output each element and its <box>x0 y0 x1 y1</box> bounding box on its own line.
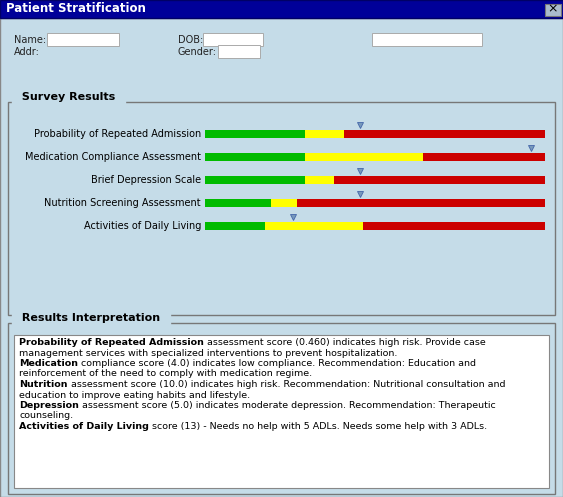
Text: Activities of Daily Living: Activities of Daily Living <box>19 422 149 431</box>
Text: Probability of Repeated Admission: Probability of Repeated Admission <box>34 129 201 139</box>
FancyBboxPatch shape <box>0 0 563 18</box>
FancyBboxPatch shape <box>265 222 363 230</box>
Text: assessment score (0.460) indicates high risk. Provide case: assessment score (0.460) indicates high … <box>204 338 486 347</box>
FancyBboxPatch shape <box>372 33 482 46</box>
FancyBboxPatch shape <box>423 153 545 161</box>
FancyBboxPatch shape <box>205 153 305 161</box>
Text: Medication Compliance Assessment: Medication Compliance Assessment <box>25 152 201 162</box>
Text: Name:: Name: <box>14 35 46 45</box>
Text: ×: × <box>548 2 558 15</box>
FancyBboxPatch shape <box>545 4 561 16</box>
Text: Brief Depression Scale: Brief Depression Scale <box>91 175 201 185</box>
Text: score (13) - Needs no help with 5 ADLs. Needs some help with 3 ADLs.: score (13) - Needs no help with 5 ADLs. … <box>149 422 487 431</box>
FancyBboxPatch shape <box>363 222 545 230</box>
FancyBboxPatch shape <box>305 130 345 138</box>
FancyBboxPatch shape <box>305 176 334 184</box>
Text: Nutrition: Nutrition <box>19 380 68 389</box>
Text: Nutrition Screening Assessment: Nutrition Screening Assessment <box>44 198 201 208</box>
FancyBboxPatch shape <box>203 33 263 46</box>
FancyBboxPatch shape <box>205 176 305 184</box>
Text: counseling.: counseling. <box>19 412 73 420</box>
Text: Probability of Repeated Admission: Probability of Repeated Admission <box>19 338 204 347</box>
Text: Medication: Medication <box>19 359 78 368</box>
Text: Patient Stratification: Patient Stratification <box>6 2 146 15</box>
FancyBboxPatch shape <box>205 130 305 138</box>
Text: management services with specialized interventions to prevent hospitalization.: management services with specialized int… <box>19 348 397 357</box>
Text: education to improve eating habits and lifestyle.: education to improve eating habits and l… <box>19 391 250 400</box>
FancyBboxPatch shape <box>297 199 545 207</box>
Text: Depression: Depression <box>19 401 79 410</box>
Text: Addr:: Addr: <box>14 47 40 57</box>
FancyBboxPatch shape <box>47 33 119 46</box>
Text: compliance score (4.0) indicates low compliance. Recommendation: Education and: compliance score (4.0) indicates low com… <box>78 359 476 368</box>
FancyBboxPatch shape <box>205 199 271 207</box>
FancyBboxPatch shape <box>8 323 555 494</box>
FancyBboxPatch shape <box>305 153 423 161</box>
FancyBboxPatch shape <box>271 199 297 207</box>
Text: Survey Results: Survey Results <box>18 92 119 102</box>
Text: Activities of Daily Living: Activities of Daily Living <box>84 221 201 231</box>
FancyBboxPatch shape <box>8 102 555 315</box>
FancyBboxPatch shape <box>14 335 549 488</box>
FancyBboxPatch shape <box>205 222 265 230</box>
FancyBboxPatch shape <box>345 130 545 138</box>
Text: Gender:: Gender: <box>178 47 217 57</box>
FancyBboxPatch shape <box>334 176 545 184</box>
Text: reinforcement of the need to comply with medication regime.: reinforcement of the need to comply with… <box>19 369 312 379</box>
Text: DOB:: DOB: <box>178 35 203 45</box>
Text: assessment score (5.0) indicates moderate depression. Recommendation: Therapeuti: assessment score (5.0) indicates moderat… <box>79 401 495 410</box>
FancyBboxPatch shape <box>0 18 563 497</box>
Text: assessment score (10.0) indicates high risk. Recommendation: Nutritional consult: assessment score (10.0) indicates high r… <box>68 380 505 389</box>
Text: Results Interpretation: Results Interpretation <box>18 313 164 323</box>
FancyBboxPatch shape <box>218 45 260 58</box>
